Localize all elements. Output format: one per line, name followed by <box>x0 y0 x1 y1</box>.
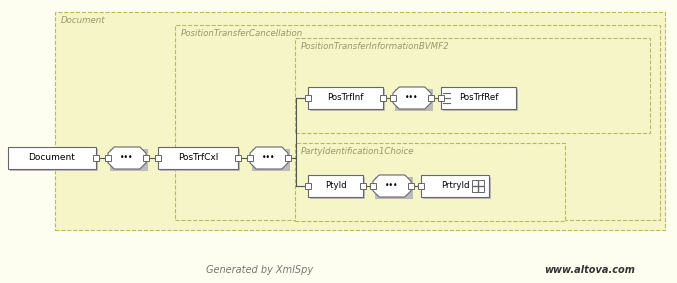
Text: Generated by XmlSpy: Generated by XmlSpy <box>206 265 313 275</box>
FancyBboxPatch shape <box>295 143 565 221</box>
Bar <box>10 149 98 171</box>
Text: PosTrfInf: PosTrfInf <box>327 93 364 102</box>
Bar <box>310 177 365 199</box>
Bar <box>105 155 111 161</box>
Bar <box>310 89 385 111</box>
Bar <box>160 149 240 171</box>
Text: PositionTransferInformationBVMF2: PositionTransferInformationBVMF2 <box>301 42 450 51</box>
Bar <box>308 175 363 197</box>
Text: •••: ••• <box>121 153 134 162</box>
Bar <box>110 149 148 171</box>
Text: •••: ••• <box>262 153 276 162</box>
Bar <box>418 183 424 189</box>
Bar <box>395 89 433 111</box>
Bar <box>247 155 253 161</box>
Text: PtyId: PtyId <box>325 181 347 190</box>
Bar <box>423 177 491 199</box>
FancyBboxPatch shape <box>175 25 660 220</box>
Polygon shape <box>393 87 431 109</box>
Text: •••: ••• <box>385 181 399 190</box>
Polygon shape <box>373 175 411 197</box>
Polygon shape <box>250 147 288 169</box>
Bar <box>370 183 376 189</box>
Bar <box>472 180 484 192</box>
Bar <box>235 155 241 161</box>
Bar <box>438 95 444 101</box>
Bar <box>428 95 434 101</box>
Text: •••: ••• <box>406 93 419 102</box>
Bar <box>390 95 396 101</box>
Text: Document: Document <box>61 16 106 25</box>
Bar <box>252 149 290 171</box>
Bar <box>360 183 366 189</box>
Bar <box>158 147 238 169</box>
Bar <box>8 147 96 169</box>
Bar <box>441 87 516 109</box>
Text: PositionTransferCancellation: PositionTransferCancellation <box>181 29 303 38</box>
Bar <box>285 155 291 161</box>
FancyBboxPatch shape <box>55 12 665 230</box>
Bar <box>380 95 386 101</box>
Bar <box>143 155 149 161</box>
Text: PrtryId: PrtryId <box>441 181 469 190</box>
Bar <box>155 155 161 161</box>
Bar <box>421 175 489 197</box>
Text: PartyIdentification1Choice: PartyIdentification1Choice <box>301 147 414 156</box>
FancyBboxPatch shape <box>295 38 650 133</box>
Bar <box>305 95 311 101</box>
Text: PosTrfRef: PosTrfRef <box>459 93 498 102</box>
Bar <box>443 89 518 111</box>
Bar <box>308 87 383 109</box>
Text: PosTrfCxl: PosTrfCxl <box>178 153 218 162</box>
Bar <box>305 183 311 189</box>
Bar <box>375 177 413 199</box>
Polygon shape <box>108 147 146 169</box>
Text: www.altova.com: www.altova.com <box>544 265 636 275</box>
Bar <box>408 183 414 189</box>
Bar <box>93 155 99 161</box>
Text: Document: Document <box>28 153 75 162</box>
